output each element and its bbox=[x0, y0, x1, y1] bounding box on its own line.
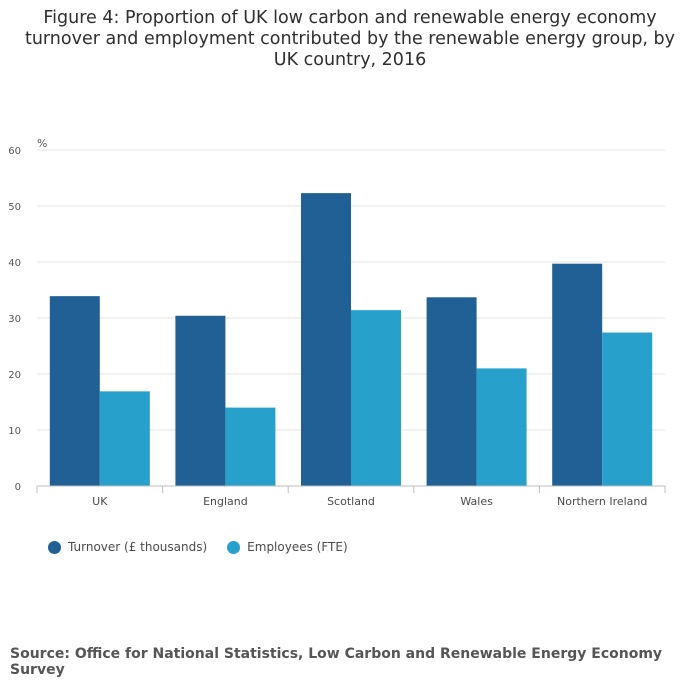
y-tick-label: 0 bbox=[15, 482, 21, 493]
legend-item-employees[interactable]: Employees (FTE) bbox=[227, 540, 348, 554]
bar-employees-northern-ireland[interactable] bbox=[602, 332, 653, 486]
legend-swatch-employees bbox=[227, 540, 241, 554]
bars bbox=[49, 193, 653, 486]
bar-turnover-wales[interactable] bbox=[426, 297, 477, 486]
y-tick-label: 50 bbox=[8, 202, 21, 213]
legend-label-turnover: Turnover (£ thousands) bbox=[68, 540, 208, 554]
x-tick-label: Wales bbox=[460, 495, 493, 508]
y-tick-label: 60 bbox=[8, 146, 21, 157]
y-axis-label: % bbox=[37, 137, 47, 150]
axes: 0 10 20 30 40 50 60 UK England Scotland Wales North… bbox=[8, 146, 666, 508]
legend-item-turnover[interactable]: Turnover (£ thousands) bbox=[48, 540, 207, 554]
y-tick-label: 30 bbox=[8, 314, 21, 325]
y-tick-label: 40 bbox=[8, 258, 21, 269]
y-tick-label: 20 bbox=[8, 370, 21, 381]
bar-turnover-scotland[interactable] bbox=[301, 193, 351, 486]
bar-employees-uk[interactable] bbox=[99, 391, 150, 486]
bar-turnover-uk[interactable] bbox=[49, 296, 100, 486]
source-note: Source: Office for National Statistics, … bbox=[10, 646, 663, 678]
chart-title: Figure 4: Proportion of UK low carbon an… bbox=[24, 8, 676, 70]
legend-swatch-turnover bbox=[48, 540, 61, 554]
x-tick-label: UK bbox=[92, 495, 108, 508]
x-tick-label: England bbox=[203, 495, 248, 508]
bar-employees-scotland[interactable] bbox=[351, 310, 401, 486]
x-tick-label: Scotland bbox=[327, 495, 375, 508]
bar-turnover-england[interactable] bbox=[175, 315, 226, 486]
y-tick-label: 10 bbox=[8, 426, 21, 437]
legend-label-employees: Employees (FTE) bbox=[247, 540, 348, 554]
bar-employees-wales[interactable] bbox=[476, 368, 527, 486]
legend: Turnover (£ thousands) Employees (FTE) bbox=[48, 540, 348, 554]
bar-employees-england[interactable] bbox=[225, 407, 276, 486]
x-tick-label: Northern Ireland bbox=[557, 495, 647, 508]
bar-turnover-northern-ireland[interactable] bbox=[552, 263, 603, 486]
